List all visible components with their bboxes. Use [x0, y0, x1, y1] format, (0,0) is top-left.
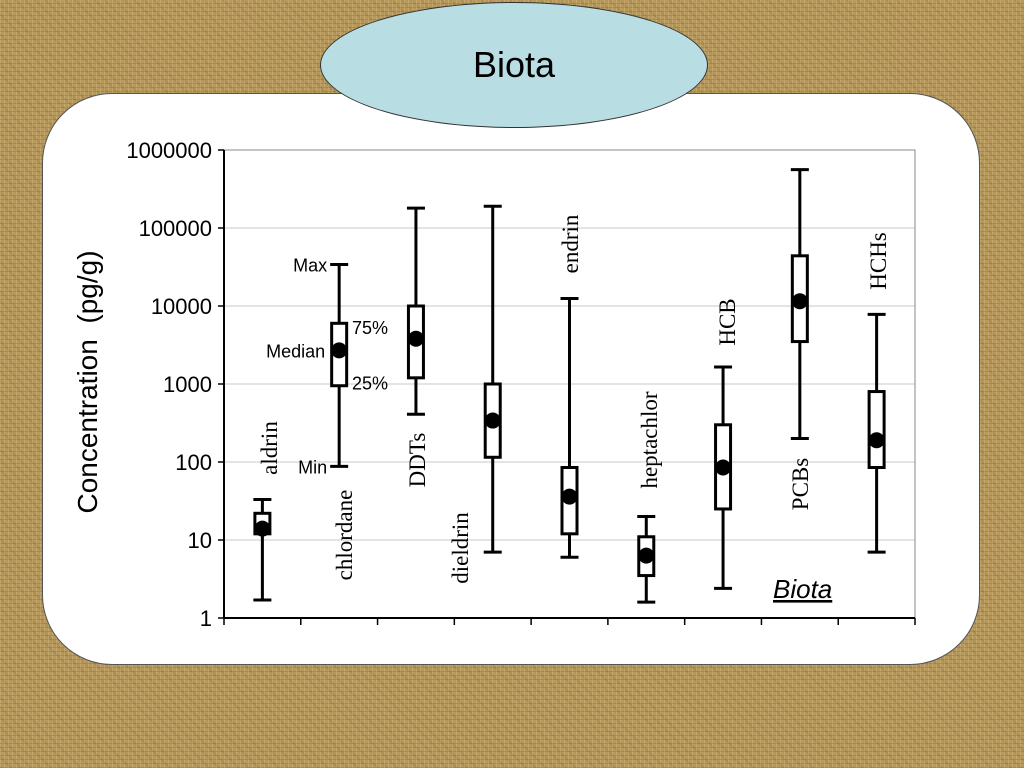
box-endrin [560, 296, 579, 559]
chart-card [42, 93, 980, 665]
box-hchs [867, 312, 886, 554]
box-heptachlor [637, 515, 656, 604]
annotation-min: Min [298, 457, 327, 477]
annotation-q3: 75% [352, 318, 388, 338]
y-tick-label: 100 [175, 450, 212, 475]
median-marker [254, 520, 271, 537]
annotation-q1: 25% [352, 373, 388, 393]
series-label: endrin [558, 214, 583, 273]
axes: 1000000 100000 10000 1000 100 10 1 [126, 138, 916, 631]
legend-annotations: Max Median Min 75% 25% [266, 256, 388, 478]
median-marker [561, 488, 578, 505]
median-marker [331, 342, 348, 359]
series-label: heptachlor [637, 391, 662, 488]
median-marker [484, 412, 501, 429]
median-marker [638, 547, 655, 564]
y-axis-label: Concentration (pg/g) [72, 250, 103, 513]
y-tick-label: 1000 [163, 372, 212, 397]
box-aldrin [253, 498, 272, 602]
median-marker [868, 432, 885, 449]
y-tick-label: 10000 [151, 294, 212, 319]
slide-title: Biota [472, 44, 556, 85]
y-tick-label: 1000000 [126, 138, 212, 163]
y-tick-label: 1 [200, 606, 212, 631]
annotation-max: Max [293, 256, 327, 276]
series-label: DDTs [405, 433, 430, 488]
series-label: dieldrin [448, 512, 473, 584]
box-pcbs [790, 168, 809, 441]
box-hcb [714, 365, 733, 590]
box-dieldrin [483, 204, 502, 554]
title-ellipse: Biota [320, 2, 708, 128]
y-tick-label: 100000 [139, 216, 212, 241]
series-label: PCBs [788, 458, 813, 510]
box-chlordane [330, 263, 349, 468]
series-labels: aldrin chlordane DDTs dieldrin endrin heptach… [257, 214, 891, 584]
box-ddts [406, 206, 425, 416]
box-iqr [867, 390, 886, 470]
inset-label: Biota [773, 574, 832, 604]
annotation-median: Median [266, 341, 325, 361]
box-series [253, 168, 886, 604]
median-marker [791, 293, 808, 310]
y-tick-label: 10 [188, 528, 212, 553]
series-label: HCB [715, 298, 740, 345]
series-label: HCHs [866, 232, 891, 290]
median-marker [407, 330, 424, 347]
series-label: chlordane [332, 490, 357, 581]
median-marker [715, 459, 732, 476]
series-label: aldrin [257, 421, 282, 475]
